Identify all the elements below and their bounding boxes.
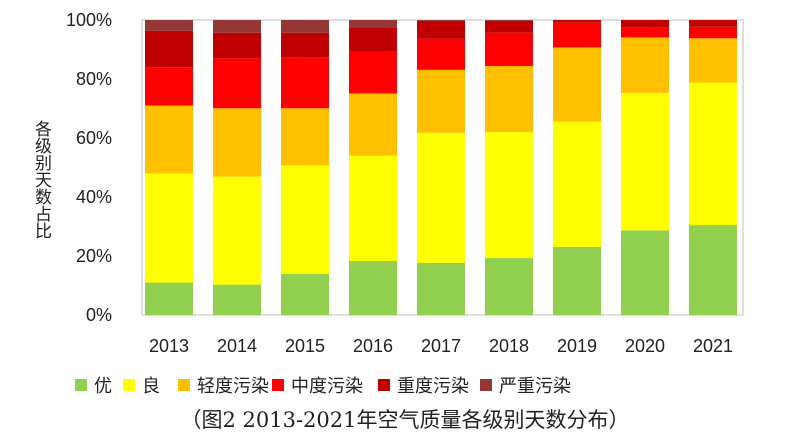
y-axis-title: 各级别天数占比	[31, 120, 51, 239]
bar-segment	[145, 30, 193, 68]
bar-segment	[213, 58, 261, 109]
legend-swatch	[480, 379, 492, 391]
bar-segment	[145, 67, 193, 106]
legend-label: 优	[94, 376, 112, 397]
bar-segment	[417, 262, 465, 315]
bar-segment	[145, 173, 193, 283]
bar-segment	[553, 20, 601, 23]
bar-segment	[281, 108, 329, 166]
bar-segment	[213, 20, 261, 33]
legend-label: 重度污染	[397, 376, 469, 397]
y-tick-label: 80%	[76, 69, 112, 89]
bar-segment	[213, 108, 261, 177]
bar-segment	[349, 93, 397, 156]
y-tick-label: 20%	[76, 246, 112, 266]
x-tick-label: 2017	[421, 336, 461, 356]
bar-segment	[689, 20, 737, 27]
bar-segment	[417, 20, 465, 21]
y-tick-label: 60%	[76, 128, 112, 148]
bar-segment	[281, 273, 329, 315]
bar-segment	[145, 282, 193, 315]
bar-segment	[485, 66, 533, 133]
bar-segment	[417, 132, 465, 263]
legend-item-heavy-pollution: 重度污染	[378, 372, 469, 398]
x-tick-label: 2018	[489, 336, 529, 356]
bar-segment	[213, 32, 261, 59]
bar-segment	[145, 20, 193, 31]
bar-segment	[689, 225, 737, 315]
x-tick-label: 2013	[149, 336, 189, 356]
legend: 优 良 轻度污染 中度污染 重度污染 严重污染	[0, 372, 810, 398]
bar-segment	[485, 32, 533, 67]
legend-item-excellent: 优	[75, 372, 112, 398]
legend-swatch	[75, 379, 87, 391]
x-tick-label: 2014	[217, 336, 257, 356]
legend-item-severe-pollution: 严重污染	[480, 372, 571, 398]
bar-segment	[417, 38, 465, 70]
legend-label: 中度污染	[291, 376, 363, 397]
bar-segment	[689, 38, 737, 83]
bar-segment	[621, 230, 669, 315]
x-tick-label: 2021	[693, 336, 733, 356]
bar-segment	[553, 22, 601, 48]
legend-swatch	[123, 379, 135, 391]
bar-segment	[553, 246, 601, 315]
x-tick-label: 2019	[557, 336, 597, 356]
x-tick-label: 2020	[625, 336, 665, 356]
legend-swatch	[272, 379, 284, 391]
legend-swatch	[178, 379, 190, 391]
y-tick-label: 0%	[86, 305, 112, 325]
bar-segment	[621, 92, 669, 231]
figure-caption: （图2 2013-2021年空气质量各级别天数分布）	[180, 408, 630, 432]
y-tick-label: 100%	[66, 10, 112, 30]
legend-item-moderate-pollution: 中度污染	[272, 372, 363, 398]
bar-segment	[349, 155, 397, 262]
bar-segment	[485, 258, 533, 315]
bar-segment	[145, 105, 193, 174]
bar-segment	[281, 32, 329, 58]
bar-segment	[689, 82, 737, 226]
y-tick-label: 40%	[76, 187, 112, 207]
bar-segment	[553, 47, 601, 122]
bar-segment	[281, 57, 329, 109]
bar-segment	[213, 284, 261, 315]
bar-segment	[485, 132, 533, 259]
bar-segment	[689, 26, 737, 39]
bar-segment	[621, 37, 669, 93]
legend-item-light-pollution: 轻度污染	[178, 372, 269, 398]
legend-label: 良	[142, 376, 160, 397]
bar-segment	[213, 176, 261, 285]
bar-segment	[485, 20, 533, 33]
x-tick-label: 2016	[353, 336, 393, 356]
bar-segment	[621, 20, 669, 28]
legend-swatch	[378, 379, 390, 391]
legend-label: 严重污染	[499, 376, 571, 397]
bar-segment	[349, 51, 397, 94]
bar-segment	[349, 261, 397, 315]
bar-segment	[621, 27, 669, 38]
bar-segment	[485, 20, 533, 21]
bar-segment	[349, 20, 397, 28]
bar-segment	[553, 121, 601, 247]
bar-segment	[417, 20, 465, 39]
legend-item-good: 良	[123, 372, 160, 398]
x-tick-label: 2015	[285, 336, 325, 356]
legend-label: 轻度污染	[197, 376, 269, 397]
bar-segment	[349, 27, 397, 52]
bar-segment	[281, 20, 329, 33]
bar-segment	[417, 69, 465, 133]
bar-segment	[281, 165, 329, 274]
